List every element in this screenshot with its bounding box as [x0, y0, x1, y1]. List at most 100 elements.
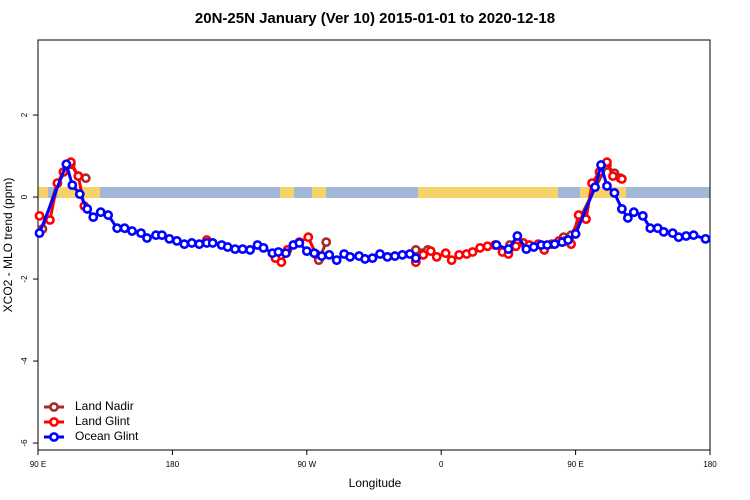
- data-point: [73, 171, 84, 182]
- x-tick-label: 0: [439, 460, 444, 469]
- data-point: [222, 242, 233, 252]
- y-axis-label: XCO2 - MLO trend (ppm): [1, 178, 15, 313]
- data-point: [440, 248, 451, 259]
- data-point: [637, 210, 648, 221]
- data-point: [103, 210, 114, 220]
- data-point: [127, 226, 137, 236]
- data-point: [645, 223, 656, 234]
- data-point: [673, 232, 684, 243]
- data-point: [608, 171, 618, 182]
- data-point: [563, 235, 574, 245]
- data-point: [681, 231, 692, 241]
- data-point: [418, 249, 429, 260]
- data-point: [276, 257, 287, 268]
- data-point: [74, 189, 85, 200]
- data-point: [309, 248, 320, 259]
- data-point: [482, 241, 493, 252]
- data-point: [112, 223, 123, 234]
- data-point: [245, 245, 255, 255]
- data-point: [596, 160, 606, 170]
- land-patch: [580, 187, 626, 198]
- legend-marker: [49, 432, 59, 442]
- data-point: [700, 233, 711, 244]
- data-point: [230, 244, 241, 254]
- data-point: [367, 253, 378, 264]
- data-point: [528, 242, 539, 252]
- data-point: [45, 215, 55, 225]
- data-point: [446, 255, 457, 266]
- legend-label: Ocean Glint: [75, 429, 139, 443]
- data-point: [179, 239, 190, 250]
- land-patch: [280, 187, 294, 198]
- data-point: [82, 204, 93, 214]
- x-tick-label: 180: [166, 460, 180, 469]
- land-patch: [312, 187, 326, 198]
- data-point: [616, 204, 627, 214]
- data-point: [628, 207, 639, 218]
- data-point: [194, 239, 205, 250]
- data-point: [331, 255, 342, 266]
- data-point: [491, 240, 502, 250]
- data-point: [382, 251, 393, 262]
- data-point: [321, 237, 332, 248]
- data-point: [390, 251, 400, 261]
- data-point: [425, 246, 436, 257]
- data-point: [431, 251, 442, 262]
- data-point: [467, 247, 478, 257]
- land-patch: [418, 187, 558, 198]
- data-point: [503, 244, 514, 254]
- plot-frame: [37, 39, 711, 451]
- data-point: [410, 253, 421, 264]
- y-tick-label: -2: [20, 275, 29, 283]
- x-tick-label: 180: [703, 460, 717, 469]
- data-point: [171, 235, 182, 246]
- y-tick-label: -4: [20, 357, 29, 365]
- data-point: [119, 223, 130, 234]
- data-point: [475, 242, 485, 253]
- data-point: [521, 244, 532, 254]
- x-tick-label: 90 E: [30, 460, 46, 469]
- data-point: [301, 246, 312, 257]
- data-point: [360, 254, 370, 264]
- data-point: [34, 210, 45, 221]
- data-point: [658, 226, 669, 237]
- data-point: [303, 232, 314, 243]
- x-tick-label: 90 E: [567, 460, 583, 469]
- data-point: [186, 238, 197, 248]
- data-point: [397, 249, 408, 260]
- data-point: [237, 244, 248, 254]
- data-point: [136, 228, 146, 239]
- data-point: [549, 239, 560, 250]
- data-point: [688, 230, 699, 241]
- data-point: [294, 238, 305, 248]
- chart-title: 20N-25N January (Ver 10) 2015-01-01 to 2…: [195, 10, 555, 27]
- data-point: [609, 188, 620, 198]
- data-point: [512, 231, 523, 241]
- data-point: [280, 248, 291, 259]
- data-point: [142, 233, 152, 243]
- data-point: [67, 180, 78, 191]
- data-point: [207, 238, 218, 248]
- data-point: [345, 251, 356, 262]
- ocean-band: [38, 187, 710, 198]
- data-point: [590, 182, 600, 193]
- data-point: [542, 240, 553, 250]
- data-point: [258, 242, 269, 253]
- data-point: [375, 249, 385, 259]
- data-point: [88, 212, 99, 223]
- legend-marker: [49, 402, 59, 412]
- data-point: [316, 251, 327, 261]
- legend-label: Land Nadir: [75, 399, 134, 413]
- data-point: [602, 181, 612, 191]
- y-tick-label: -6: [20, 439, 29, 447]
- data-point: [570, 229, 581, 239]
- data-point: [622, 213, 633, 223]
- legend-marker: [49, 417, 59, 427]
- data-point: [273, 247, 284, 257]
- data-point: [95, 207, 106, 218]
- data-point: [61, 159, 72, 170]
- data-point: [454, 249, 465, 260]
- data-point: [80, 173, 91, 184]
- x-axis-label: Longitude: [349, 476, 402, 490]
